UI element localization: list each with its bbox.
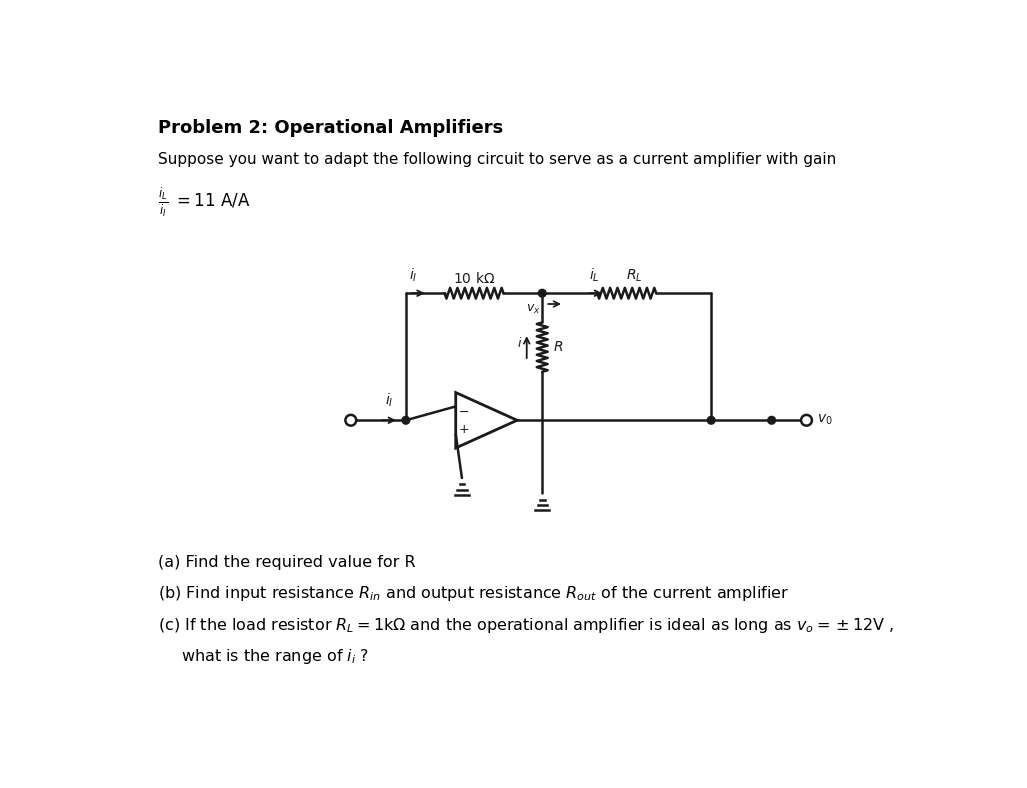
Circle shape — [708, 416, 715, 424]
Text: $v_x$: $v_x$ — [526, 303, 540, 315]
Text: (c) If the load resistor $R_L = 1\mathrm{k}\Omega$ and the operational amplifier: (c) If the load resistor $R_L = 1\mathrm… — [158, 616, 895, 635]
Circle shape — [402, 416, 410, 424]
Text: $+$: $+$ — [458, 423, 469, 436]
Text: $R$: $R$ — [554, 340, 564, 354]
Text: $-$: $-$ — [458, 404, 469, 418]
Circle shape — [801, 414, 812, 426]
Circle shape — [768, 416, 775, 424]
Text: Problem 2: Operational Amplifiers: Problem 2: Operational Amplifiers — [158, 119, 503, 137]
Text: $v_0$: $v_0$ — [817, 413, 833, 427]
Text: $i_L$: $i_L$ — [588, 266, 600, 284]
Circle shape — [538, 289, 546, 297]
Text: (b) Find input resistance $R_{in}$ and output resistance $R_{out}$ of the curren: (b) Find input resistance $R_{in}$ and o… — [158, 584, 789, 604]
Text: $i_I$: $i_I$ — [410, 266, 418, 284]
Text: (a) Find the required value for R: (a) Find the required value for R — [158, 555, 416, 570]
Circle shape — [345, 414, 356, 426]
Text: Suppose you want to adapt the following circuit to serve as a current amplifier : Suppose you want to adapt the following … — [158, 152, 836, 167]
Text: what is the range of $i_i$ ?: what is the range of $i_i$ ? — [181, 647, 369, 666]
Text: $i$: $i$ — [517, 336, 522, 351]
Text: $i_I$: $i_I$ — [385, 392, 393, 410]
Text: $10\ \mathrm{k\Omega}$: $10\ \mathrm{k\Omega}$ — [453, 270, 495, 285]
Text: $R_L$: $R_L$ — [626, 268, 643, 284]
Text: $\frac{i_L}{i_I}$ $= 11\ \mathrm{A/A}$: $\frac{i_L}{i_I}$ $= 11\ \mathrm{A/A}$ — [158, 185, 251, 219]
